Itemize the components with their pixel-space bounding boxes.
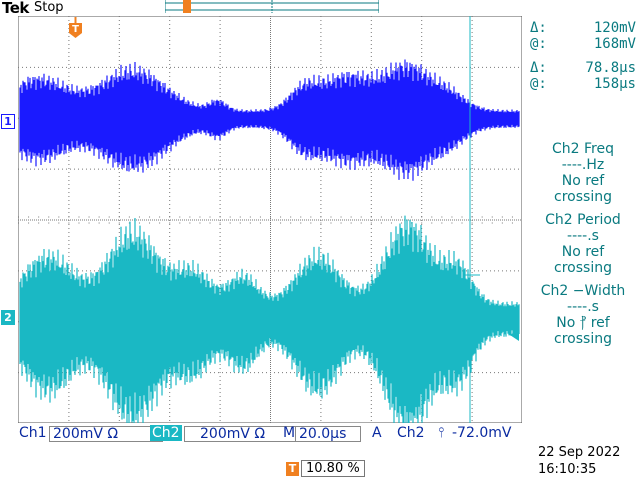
ch1-scale-box[interactable]: 200mV Ω [49, 426, 163, 442]
cursor-t-at: 158µs [593, 76, 636, 92]
trigger-level[interactable]: -72.0mV [452, 425, 512, 441]
measurement-value: ----.s [567, 299, 599, 315]
measurement-status: No ref [561, 173, 605, 189]
measurement-status: crossing [554, 260, 612, 276]
cursor-v-delta-label: Δ: [530, 20, 547, 36]
measurement-status: crossing [554, 331, 612, 347]
waveform-display[interactable] [18, 16, 522, 423]
measurement-value: ----.s [567, 228, 599, 244]
measurement-status: crossing [554, 189, 612, 205]
trigger-source[interactable]: Ch2 [397, 425, 425, 441]
measurement-neg-width: Ch2 −Width ----.s No ⳨ ref crossing [526, 283, 640, 347]
cursor-v-at: 168mV [593, 36, 636, 52]
measurement-status: No ref [561, 244, 605, 260]
record-trigger-icon [183, 0, 191, 13]
trigger-position: T 10.80 % [286, 460, 365, 477]
time: 16:10:35 [538, 462, 597, 477]
svg-text:T: T [72, 24, 79, 35]
measurement-value: ----.Hz [561, 157, 605, 173]
datetime: 22 Sep 2022 16:10:35 [538, 444, 620, 478]
record-view-bar [165, 0, 379, 13]
cursor-t-delta-label: Δ: [530, 60, 547, 76]
trigger-T-icon: T [286, 461, 299, 476]
measurement-title: Ch2 Period [545, 212, 621, 228]
trigger-level-arrow-icon[interactable] [510, 329, 519, 341]
cursor-v-delta: 120mV [593, 20, 636, 36]
cursor-t-delta: 78.8µs [585, 60, 636, 76]
date: 22 Sep 2022 [538, 445, 621, 460]
ch2-label[interactable]: Ch2 [150, 425, 182, 441]
ch2-scale-box[interactable]: 200mV Ω [184, 426, 296, 442]
timebase-box[interactable]: 20.0µs [295, 426, 361, 442]
cursor-v-at-label: @: [530, 36, 547, 52]
timebase-prefix: M [283, 425, 296, 441]
trigger-position-value[interactable]: 10.80 % [301, 460, 365, 477]
rising-edge-icon: ⫯ [438, 425, 445, 441]
measurement-title: Ch2 Freq [552, 141, 614, 157]
measurement-title: Ch2 −Width [540, 283, 626, 299]
measurement-status: No ⳨ ref [556, 315, 610, 331]
tek-logo: Tek [2, 0, 29, 17]
ch1-scale: 200mV [53, 426, 103, 442]
ohm-icon: Ω [254, 426, 266, 442]
timebase-value: 20.0µs [299, 426, 347, 442]
trigger-T-icon[interactable]: T [68, 17, 83, 39]
cursor-t-at-label: @: [530, 76, 547, 92]
measurement-freq: Ch2 Freq ----.Hz No ref crossing [526, 141, 640, 205]
ohm-icon: Ω [107, 426, 119, 442]
ch1-marker[interactable]: 1 [1, 114, 15, 129]
status-bar: Ch1 200mV Ω Ch2 200mV Ω M 20.0µs A Ch2 ⫯… [16, 425, 524, 443]
ch2-waveform [19, 215, 520, 423]
ch2-marker[interactable]: 2 [1, 310, 15, 325]
ch2-scale: 200mV [200, 426, 250, 442]
acquisition-state: Stop [34, 0, 64, 15]
measurement-period: Ch2 Period ----.s No ref crossing [526, 212, 640, 276]
trigger-mode: A [372, 425, 382, 441]
ch1-label[interactable]: Ch1 [19, 425, 47, 441]
ch1-waveform [19, 59, 520, 181]
